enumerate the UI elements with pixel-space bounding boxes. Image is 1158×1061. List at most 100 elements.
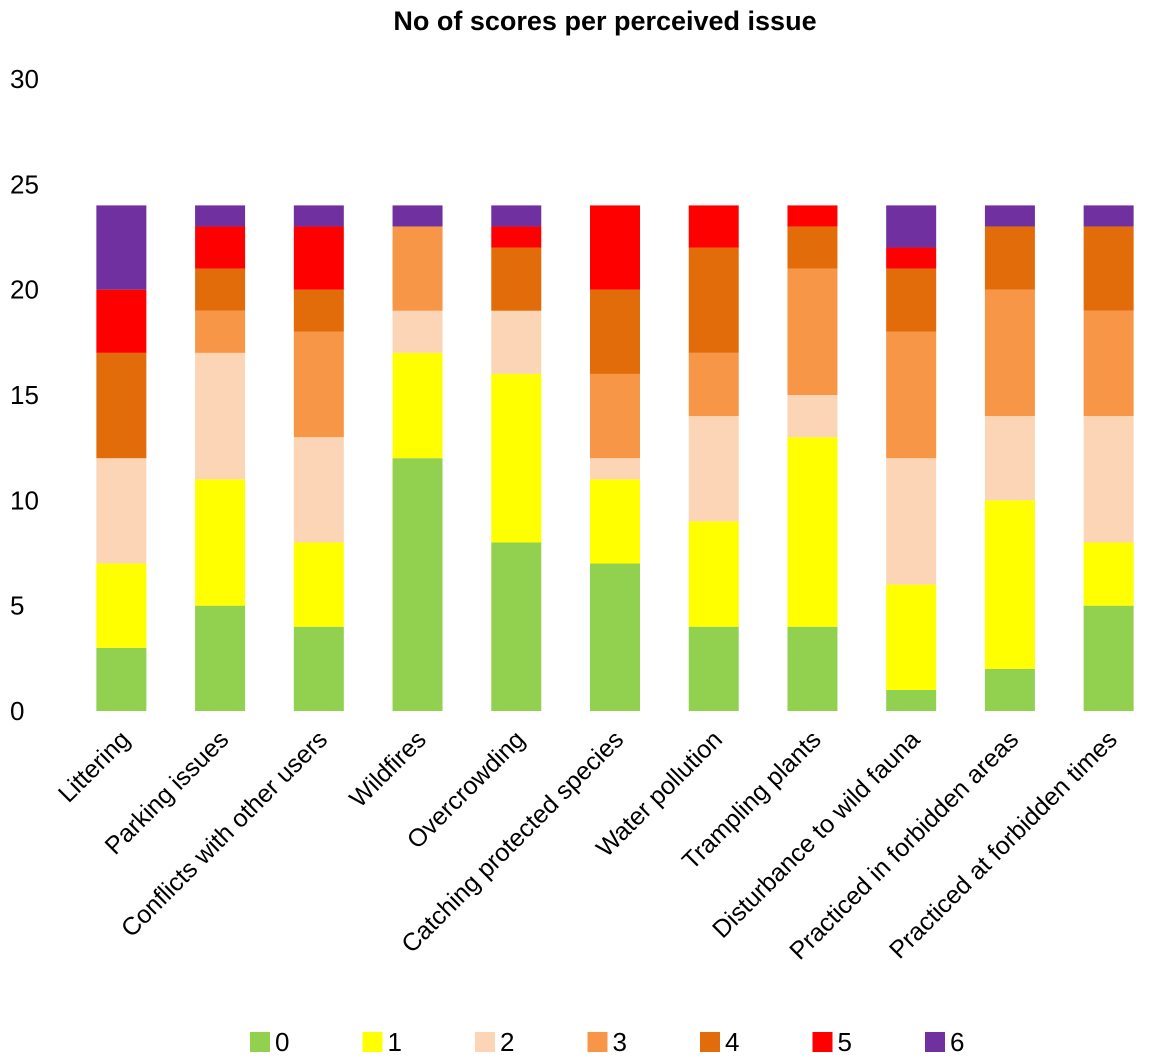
legend-swatch <box>925 1032 945 1052</box>
bar-segment <box>96 647 147 711</box>
bar-segment <box>688 352 739 417</box>
bar-segment <box>590 458 640 480</box>
y-tick-label: 10 <box>10 485 39 515</box>
bar-segment <box>886 331 937 459</box>
bar-segment <box>293 437 344 543</box>
bar-segment <box>886 458 937 585</box>
bar-segment <box>984 205 1035 227</box>
bar-segment <box>1083 310 1134 417</box>
bar-segment <box>787 205 838 227</box>
bar-segment <box>195 226 246 269</box>
legend-label: 5 <box>838 1027 852 1057</box>
bar-segment <box>293 542 344 627</box>
bar-segment <box>392 205 443 227</box>
y-tick-label: 0 <box>10 696 24 726</box>
bar-segment <box>491 205 542 227</box>
bar-segment <box>787 268 838 395</box>
bar-segment <box>688 521 739 627</box>
bar-segment <box>886 689 937 711</box>
bar-segment <box>195 310 246 353</box>
bar-segment <box>787 626 838 711</box>
bar-segment <box>787 437 838 627</box>
bar-segment <box>984 500 1035 669</box>
legend-swatch <box>700 1032 720 1052</box>
bar-segment <box>984 416 1035 501</box>
bar-segment <box>392 458 443 711</box>
bar-segment <box>688 247 739 353</box>
bar-segment <box>491 542 542 711</box>
bar-segment <box>195 352 246 480</box>
bar-segment <box>688 626 739 711</box>
bar-segment <box>787 395 838 438</box>
x-tick-label: Disturbance to wild fauna <box>707 725 925 943</box>
bar-segment <box>590 479 640 564</box>
legend-label: 6 <box>950 1027 964 1057</box>
bar-segment <box>491 310 542 374</box>
bar-segment <box>293 331 344 438</box>
bar-segment <box>1083 205 1134 227</box>
bars-group <box>96 205 1134 711</box>
bar-segment <box>96 205 147 290</box>
bar-segment <box>96 289 147 353</box>
x-tick-label: Conflicts with other users <box>116 725 333 942</box>
bar-segment <box>984 668 1035 711</box>
bar-segment <box>590 205 640 290</box>
bar-segment <box>984 226 1035 290</box>
y-tick-label: 20 <box>10 275 39 305</box>
bar-segment <box>491 373 542 543</box>
legend-label: 1 <box>388 1027 402 1057</box>
bar-segment <box>688 416 739 522</box>
bar-segment <box>886 247 937 269</box>
bar-segment <box>293 626 344 711</box>
legend-label: 4 <box>725 1027 739 1057</box>
bar-segment <box>293 226 344 290</box>
bar-segment <box>886 584 937 690</box>
legend-label: 0 <box>275 1027 289 1057</box>
bar-segment <box>984 289 1035 417</box>
x-tick-label: Littering <box>53 725 136 808</box>
bar-segment <box>392 226 443 311</box>
legend-swatch <box>250 1032 270 1052</box>
y-tick-label: 5 <box>10 591 24 621</box>
bar-segment <box>195 605 246 711</box>
bar-segment <box>392 352 443 459</box>
legend: 0 1 2 3 4 5 6 <box>250 1027 964 1057</box>
bar-segment <box>886 268 937 332</box>
bar-segment <box>96 352 147 459</box>
y-axis-ticks: 0 5 10 15 20 25 30 <box>10 64 39 726</box>
bar-segment <box>195 205 246 227</box>
bar-segment <box>1083 542 1134 606</box>
chart-title: No of scores per perceived issue <box>393 6 816 36</box>
bar-segment <box>787 226 838 269</box>
bar-segment <box>392 310 443 353</box>
legend-label: 3 <box>613 1027 627 1057</box>
bar-segment <box>1083 226 1134 311</box>
legend-swatch <box>587 1032 608 1052</box>
y-tick-label: 30 <box>10 64 39 94</box>
bar-segment <box>293 289 344 332</box>
bar-segment <box>886 205 937 248</box>
legend-swatch <box>475 1032 495 1052</box>
bar-segment <box>96 563 147 648</box>
bar-segment <box>688 205 739 248</box>
bar-segment <box>1083 416 1134 543</box>
y-tick-label: 25 <box>10 169 39 199</box>
bar-segment <box>491 247 542 311</box>
bar-segment <box>96 458 147 564</box>
bar-segment <box>195 268 246 311</box>
legend-label: 2 <box>500 1027 514 1057</box>
bar-segment <box>293 205 344 227</box>
legend-swatch <box>812 1032 833 1052</box>
x-tick-label: Wildfires <box>344 725 432 813</box>
bar-segment <box>590 563 640 711</box>
bar-segment <box>491 226 542 248</box>
legend-swatch <box>362 1032 383 1052</box>
bar-segment <box>590 289 640 374</box>
bar-segment <box>195 479 246 606</box>
bar-segment <box>590 373 640 459</box>
bar-segment <box>1083 605 1134 711</box>
y-tick-label: 15 <box>10 380 39 410</box>
